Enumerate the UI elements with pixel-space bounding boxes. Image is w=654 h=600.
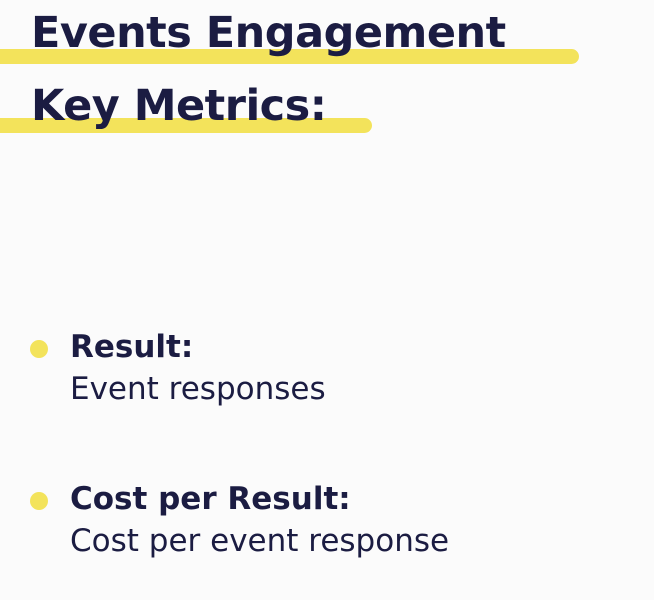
metric-description: Cost per event response — [70, 523, 450, 559]
bullet-icon — [30, 492, 48, 510]
metric-label: Cost per Result: — [70, 481, 351, 517]
title-text-1: Events Engagement — [31, 8, 506, 58]
bullet-icon — [30, 340, 48, 358]
metric-label: Result: — [70, 329, 194, 365]
title-highlight-2 — [0, 118, 372, 133]
metric-description: Event responses — [70, 371, 326, 407]
title-highlight-1 — [0, 49, 579, 64]
title-line-2: Key Metrics: — [31, 81, 327, 131]
title-line-1: Events Engagement — [31, 12, 506, 55]
title-text-2: Key Metrics: — [31, 81, 327, 131]
